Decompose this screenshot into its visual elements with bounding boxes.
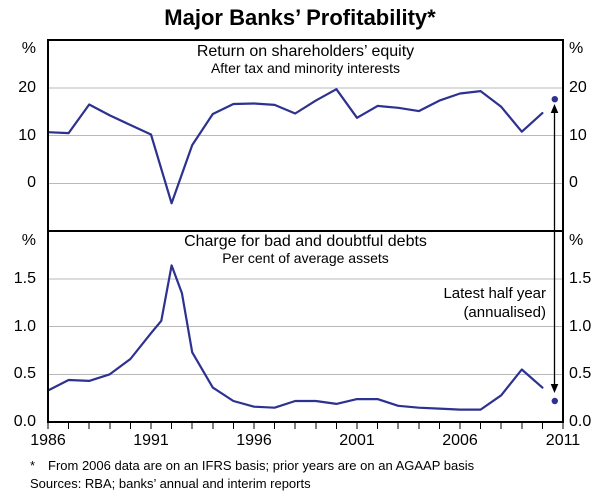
annotation-line-2: (annualised): [463, 304, 546, 321]
bottom-panel-subheading: Per cent of average assets: [222, 250, 389, 266]
footnote-marker: *: [30, 458, 36, 473]
xtick-1991: 1991: [133, 432, 169, 449]
sources-text: Sources: RBA; banks’ annual and interim …: [30, 476, 311, 491]
bottom-ytick-05-left: 0.5: [13, 365, 36, 382]
arrow-down-head-icon: [550, 384, 559, 393]
xtick-1986: 1986: [30, 432, 66, 449]
top-unit-left: %: [21, 40, 36, 57]
bottom-panel-gridlines: [48, 278, 563, 375]
xtick-2001: 2001: [339, 432, 375, 449]
bottom-ytick-00-right: 0.0: [569, 413, 592, 430]
roe-line-series: [46, 88, 544, 205]
latest-half-year-arrow: [550, 104, 559, 393]
bad-debts-latest-dot: [551, 397, 558, 405]
roe-latest-dot: [551, 96, 558, 103]
top-panel-heading: Return on shareholders’ equity: [196, 43, 415, 60]
top-ytick-20-left: 20: [18, 79, 36, 96]
top-panel-gridlines: [48, 87, 563, 184]
bottom-ytick-15-left: 1.5: [13, 270, 36, 287]
bottom-ytick-05-right: 0.5: [569, 365, 592, 382]
top-ytick-20-right: 20: [569, 79, 587, 96]
bottom-unit-left: %: [21, 232, 36, 249]
top-unit-right: %: [569, 40, 584, 57]
x-axis-ticks: [47, 423, 564, 429]
bottom-unit-right: %: [569, 232, 584, 249]
xtick-1996: 1996: [236, 432, 272, 449]
bad-debts-line-series: [46, 264, 544, 411]
bottom-panel-heading: Charge for bad and doubtful debts: [184, 233, 427, 250]
top-ytick-10-right: 10: [569, 127, 587, 144]
arrow-up-head-icon: [550, 104, 559, 113]
top-ytick-0-right: 0: [569, 174, 578, 191]
top-ytick-10-left: 10: [18, 127, 36, 144]
bottom-ytick-10-left: 1.0: [13, 318, 36, 335]
top-panel-subheading: After tax and minority interests: [210, 60, 401, 76]
bottom-ytick-10-right: 1.0: [569, 318, 592, 335]
xtick-2006: 2006: [442, 432, 478, 449]
chart-frame: [47, 39, 564, 423]
chart-title: Major Banks’ Profitability*: [164, 5, 436, 30]
top-ytick-0-left: 0: [27, 174, 36, 191]
latest-half-year-annotation: Latest half year (annualised): [346, 284, 546, 322]
annotation-line-1: Latest half year: [443, 285, 546, 302]
xtick-2011: 2011: [545, 432, 581, 449]
bottom-ytick-15-right: 1.5: [569, 270, 592, 287]
bottom-ytick-00-left: 0.0: [13, 413, 36, 430]
footnote-text: From 2006 data are on an IFRS basis; pri…: [48, 458, 475, 473]
